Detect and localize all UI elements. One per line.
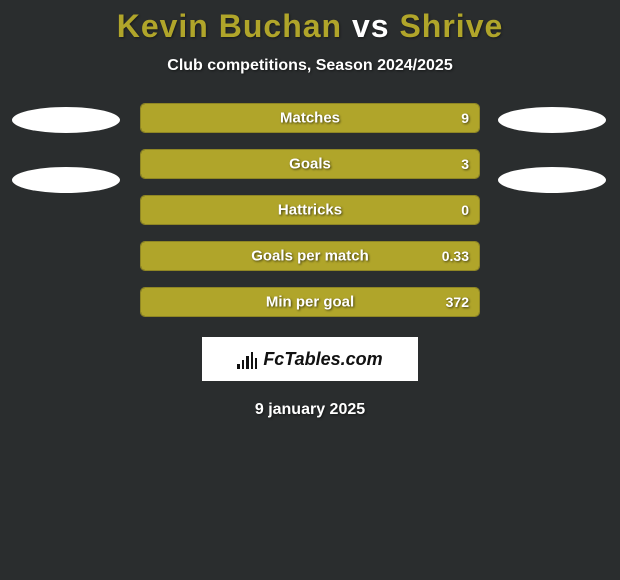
avatar-placeholder bbox=[498, 107, 606, 133]
bars-column: Matches 9 Goals 3 Hattricks 0 Goals per match 0… bbox=[140, 103, 480, 317]
stat-row: Min per goal 372 bbox=[140, 287, 480, 317]
logo-box: FcTables.com bbox=[202, 337, 418, 381]
stat-row: Goals 3 bbox=[140, 149, 480, 179]
title-vs: vs bbox=[352, 8, 390, 44]
left-avatar-column bbox=[12, 103, 122, 193]
stat-row: Hattricks 0 bbox=[140, 195, 480, 225]
stat-label: Goals per match bbox=[251, 248, 369, 265]
root: Kevin Buchan vs Shrive Club competitions… bbox=[0, 0, 620, 419]
stat-value: 3 bbox=[461, 156, 469, 172]
stat-value: 0.33 bbox=[442, 248, 469, 264]
title-player-b: Shrive bbox=[399, 8, 503, 44]
subtitle: Club competitions, Season 2024/2025 bbox=[167, 57, 452, 75]
stat-value: 0 bbox=[461, 202, 469, 218]
page-title: Kevin Buchan vs Shrive bbox=[117, 8, 504, 45]
stat-row: Matches 9 bbox=[140, 103, 480, 133]
bar-chart-icon bbox=[237, 349, 257, 369]
logo-text: FcTables.com bbox=[263, 349, 382, 370]
stat-row: Goals per match 0.33 bbox=[140, 241, 480, 271]
right-avatar-column bbox=[498, 103, 608, 193]
stats-area: Matches 9 Goals 3 Hattricks 0 Goals per match 0… bbox=[0, 103, 620, 317]
avatar-placeholder bbox=[498, 167, 606, 193]
stat-label: Goals bbox=[289, 156, 331, 173]
stat-label: Hattricks bbox=[278, 202, 342, 219]
stat-value: 9 bbox=[461, 110, 469, 126]
stat-label: Min per goal bbox=[266, 294, 354, 311]
avatar-placeholder bbox=[12, 107, 120, 133]
avatar-placeholder bbox=[12, 167, 120, 193]
date-line: 9 january 2025 bbox=[255, 401, 365, 419]
title-player-a: Kevin Buchan bbox=[117, 8, 342, 44]
stat-label: Matches bbox=[280, 110, 340, 127]
stat-value: 372 bbox=[446, 294, 469, 310]
